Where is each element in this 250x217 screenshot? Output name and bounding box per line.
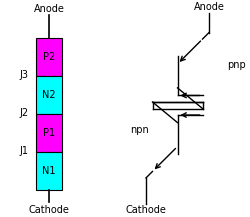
Text: npn: npn bbox=[130, 125, 149, 135]
Bar bbox=[36, 114, 62, 152]
Text: Anode: Anode bbox=[194, 2, 224, 12]
Text: J3: J3 bbox=[20, 70, 29, 80]
Bar bbox=[36, 152, 62, 190]
Text: J1: J1 bbox=[20, 146, 29, 156]
Text: N1: N1 bbox=[42, 166, 56, 176]
Text: pnp: pnp bbox=[228, 60, 246, 70]
Text: Cathode: Cathode bbox=[29, 205, 70, 215]
Text: P1: P1 bbox=[43, 128, 55, 138]
Bar bbox=[36, 76, 62, 114]
Text: J2: J2 bbox=[20, 108, 29, 118]
Text: N2: N2 bbox=[42, 90, 56, 100]
Bar bbox=[36, 38, 62, 76]
Text: Cathode: Cathode bbox=[126, 205, 166, 215]
Text: Anode: Anode bbox=[34, 4, 65, 14]
Text: P2: P2 bbox=[43, 52, 55, 62]
